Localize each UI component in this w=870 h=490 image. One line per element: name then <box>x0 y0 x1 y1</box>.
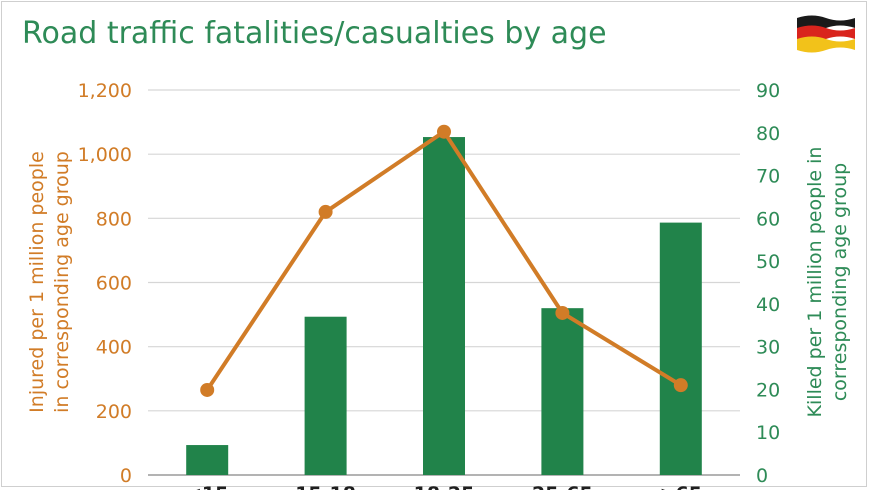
line-point-injured <box>673 378 688 393</box>
bar-killed <box>186 445 229 475</box>
right-tick-label: 10 <box>756 422 780 444</box>
bar-series <box>186 137 702 476</box>
chart-title: Road traffic fatalities/casualties by ag… <box>22 16 607 51</box>
x-tick-label: 25-65 <box>532 483 593 490</box>
x-tick-label: 18-25 <box>414 483 475 490</box>
x-tick-label: <15 <box>186 483 228 490</box>
left-axis-ticks: 0 200 400 600 800 1,000 1,200 <box>78 80 132 487</box>
left-axis-label-line2: in corresponding age group <box>51 151 73 413</box>
left-axis-label-line1: Injured per 1 million people <box>26 151 48 413</box>
x-tick-label: 15-18 <box>295 483 356 490</box>
line-point-injured <box>555 305 570 320</box>
line-point-injured <box>318 204 333 219</box>
right-tick-label: 50 <box>756 251 780 273</box>
bar-killed <box>304 316 347 475</box>
left-tick-label: 600 <box>96 273 132 295</box>
right-axis-label-line2: corresponding age group <box>829 163 851 401</box>
right-axis-ticks: 0 10 20 30 40 50 60 70 80 90 <box>756 80 780 487</box>
bar-killed <box>541 308 584 475</box>
right-axis-label-line1: Killed per 1 million people in <box>804 147 826 418</box>
right-tick-label: 60 <box>756 208 780 230</box>
right-tick-label: 40 <box>756 294 780 316</box>
right-tick-label: 30 <box>756 337 780 359</box>
line-point-injured <box>437 124 451 139</box>
right-tick-label: 0 <box>756 465 768 487</box>
right-tick-label: 70 <box>756 166 780 188</box>
x-tick-label: >65 <box>660 483 702 490</box>
line-point-injured <box>200 382 215 397</box>
x-axis-ticks: <15 15-18 18-25 25-65 >65 <box>186 483 702 490</box>
left-tick-label: 400 <box>96 337 132 359</box>
bar-killed <box>423 137 465 476</box>
left-tick-label: 1,000 <box>78 144 132 166</box>
right-tick-label: 90 <box>756 80 780 102</box>
right-tick-label: 20 <box>756 379 780 401</box>
right-tick-label: 80 <box>756 123 780 145</box>
line-series <box>200 124 688 397</box>
left-tick-label: 200 <box>96 401 132 423</box>
left-tick-label: 1,200 <box>78 80 132 102</box>
left-tick-label: 0 <box>120 465 132 487</box>
germany-flag-icon <box>797 15 855 53</box>
bar-killed <box>659 222 702 475</box>
left-tick-label: 800 <box>96 208 132 230</box>
